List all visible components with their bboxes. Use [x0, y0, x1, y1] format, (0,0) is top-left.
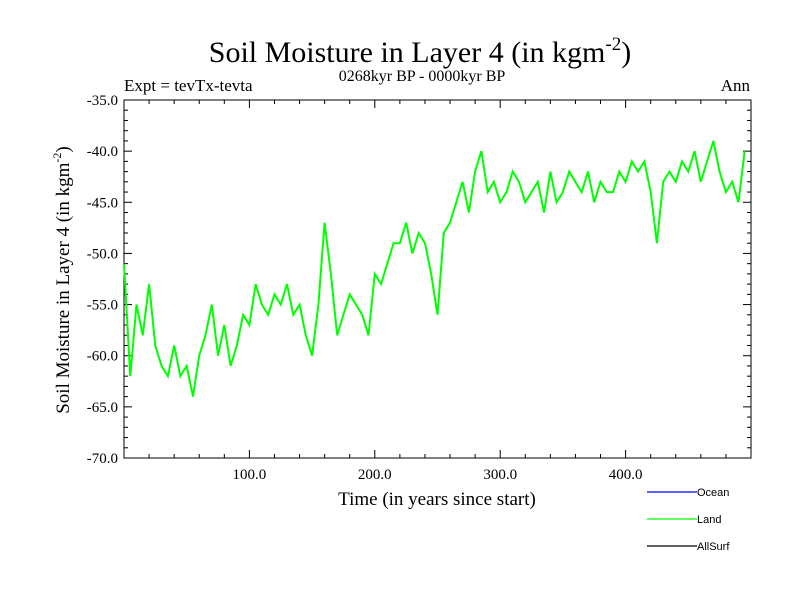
- x-tick-label: 400.0: [609, 467, 643, 483]
- y-tick-label: -35.0: [87, 93, 118, 109]
- legend-label: Land: [697, 514, 721, 526]
- x-axis-label: Time (in years since start): [338, 489, 536, 510]
- series-line-land: [123, 140, 746, 397]
- season-label: Ann: [721, 76, 751, 95]
- legend: Ocean Land AllSurf: [647, 487, 730, 553]
- x-tick-label: 200.0: [358, 467, 392, 483]
- y-tick-label: -65.0: [87, 400, 118, 416]
- chart-title: Soil Moisture in Layer 4 (in kgm-2): [209, 34, 631, 69]
- y-tick-labels: -70.0 -65.0 -60.0 -55.0 -50.0 -45.0 -40.0 -35.0: [87, 93, 118, 467]
- legend-label: Ocean: [697, 487, 729, 499]
- x-tick-label: 100.0: [233, 467, 267, 483]
- y-tick-label: -45.0: [87, 195, 118, 211]
- y-axis-label: Soil Moisture in Layer 4 (in kgm-2): [50, 146, 74, 414]
- x-tick-labels: 100.0 200.0 300.0 400.0: [233, 467, 643, 483]
- y-tick-label: -60.0: [87, 349, 118, 365]
- experiment-label: Expt = tevTx-tevta: [124, 76, 253, 95]
- legend-label: AllSurf: [697, 541, 730, 553]
- x-tick-label: 300.0: [483, 467, 517, 483]
- y-tick-label: -70.0: [87, 451, 118, 467]
- y-tick-label: -50.0: [87, 246, 118, 262]
- axis-ticks: [124, 99, 751, 459]
- y-tick-label: -40.0: [87, 144, 118, 160]
- plot-frame: [123, 99, 752, 459]
- y-tick-label: -55.0: [87, 298, 118, 314]
- chart-subtitle: 0268kyr BP - 0000kyr BP: [339, 68, 506, 85]
